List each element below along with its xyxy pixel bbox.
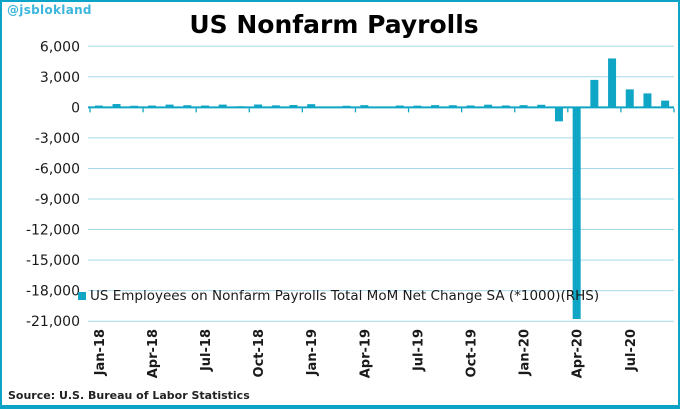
legend: US Employees on Nonfarm Payrolls Total M…: [78, 288, 599, 304]
y-tick-label: -6,000: [35, 161, 80, 177]
bar-Feb-20: [537, 104, 546, 108]
y-tick-label: 6,000: [40, 39, 80, 55]
y-tick-label: -18,000: [26, 284, 80, 300]
bar-Mar-20: [554, 107, 563, 122]
watermark: @jsblokland: [7, 3, 92, 17]
bar-Jun-20: [608, 58, 617, 108]
bar-Oct-18: [254, 104, 263, 108]
legend-label: US Employees on Nonfarm Payrolls Total M…: [90, 288, 600, 304]
legend-swatch-icon: [78, 292, 86, 300]
x-tick-label: Apr-18: [146, 329, 161, 378]
x-tick-label: Apr-19: [358, 329, 373, 378]
y-tick-label: -9,000: [35, 192, 80, 208]
chart-title: US Nonfarm Payrolls: [189, 10, 479, 39]
bar-Feb-18: [112, 104, 121, 108]
x-tick-label: Jan-20: [518, 329, 533, 376]
bar-Aug-19: [431, 105, 440, 108]
bar-May-18: [165, 104, 174, 108]
source-note: Source: U.S. Bureau of Labor Statistics: [8, 389, 250, 402]
y-tick-label: 0: [71, 100, 80, 116]
bar-Nov-19: [484, 104, 493, 108]
x-tick-label: Oct-18: [252, 329, 267, 377]
y-tick-label: -15,000: [26, 253, 80, 269]
bar-Dec-18: [289, 105, 298, 108]
x-tick-label: Jan-19: [305, 329, 320, 376]
x-tick-label: Apr-20: [571, 329, 586, 378]
x-tick-label: Oct-19: [464, 329, 479, 377]
y-tick-label: -3,000: [35, 131, 80, 147]
y-tick-label: -21,000: [26, 314, 80, 330]
bar-Apr-20: [572, 107, 581, 320]
bar-Jul-20: [625, 89, 634, 108]
x-tick-label: Jul-20: [624, 329, 639, 372]
bar-Jan-20: [519, 105, 528, 108]
bar-May-20: [590, 79, 599, 108]
bar-Jun-18: [183, 105, 192, 108]
bar-Sep-19: [448, 105, 457, 108]
bar-Aug-20: [643, 93, 652, 108]
y-tick-label: -12,000: [26, 223, 80, 239]
bar-Jan-19: [307, 104, 316, 108]
x-tick-label: Jul-19: [411, 329, 426, 372]
bar-Aug-18: [218, 104, 227, 108]
x-tick-label: Jan-18: [93, 329, 108, 376]
bar-Apr-19: [360, 105, 369, 108]
y-tick-label: 3,000: [40, 70, 80, 86]
bar-Sep-20: [661, 100, 670, 108]
x-tick-label: Jul-18: [199, 329, 214, 372]
